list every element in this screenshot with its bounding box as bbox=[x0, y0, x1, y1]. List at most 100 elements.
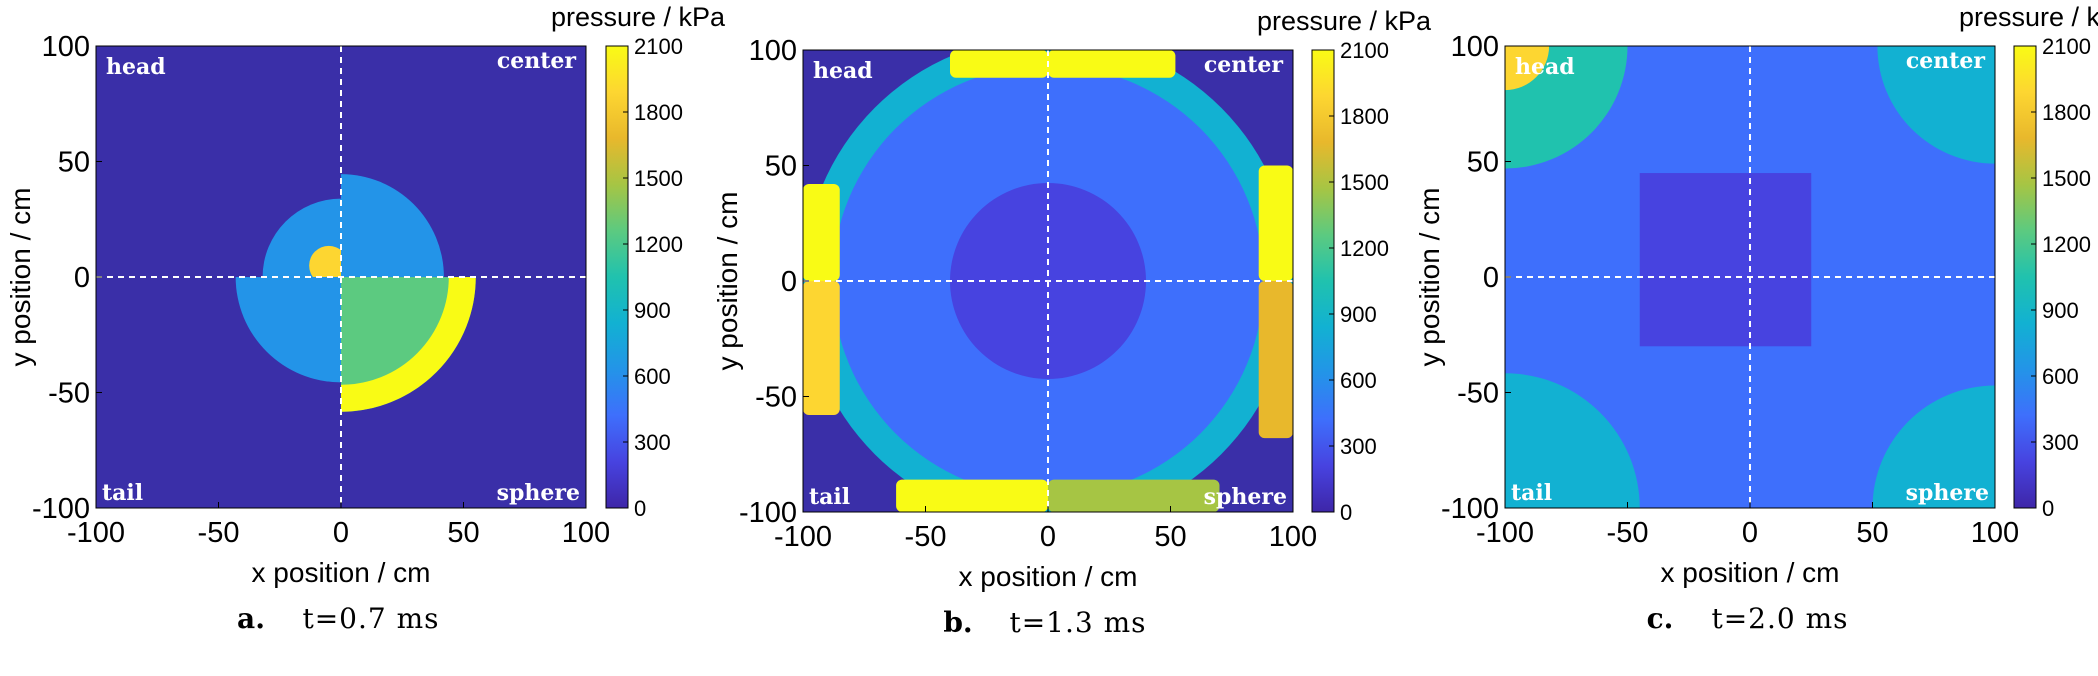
pressure-region-top-right-4 bbox=[1877, 46, 1995, 164]
quadrant-label-top-left: head bbox=[106, 54, 166, 80]
colorbar-tick-label: 1200 bbox=[2042, 232, 2091, 257]
quadrant-label-top-right: center bbox=[1204, 52, 1284, 78]
colorbar-tick-label: 0 bbox=[634, 496, 646, 521]
x-tick-label: -50 bbox=[1607, 517, 1649, 549]
y-tick-label: 50 bbox=[765, 151, 797, 183]
colorbar-tick-label: 600 bbox=[634, 364, 671, 389]
colorbar-tick-label: 2100 bbox=[1340, 38, 1389, 63]
caption-letter: c. bbox=[1647, 602, 1674, 635]
colorbar-tick-label: 1500 bbox=[2042, 166, 2091, 191]
colorbar-tick-label: 600 bbox=[2042, 364, 2079, 389]
caption-time: t=2.0 ms bbox=[1711, 602, 1848, 635]
panel-b: head center tail sphere -100 -50 0 50 100 100 50 0 -… bbox=[712, 6, 1432, 639]
colorbar bbox=[605, 45, 629, 509]
panel-a: head center tail sphere -100 -50 0 50 100 100 50 0 -… bbox=[5, 2, 726, 635]
quadrant-label-top-right: center bbox=[497, 48, 577, 74]
y-tick-label: 100 bbox=[1451, 31, 1499, 63]
colorbar-tick-label: 1500 bbox=[634, 166, 683, 191]
pressure-region-bottom-left-2 bbox=[235, 277, 341, 383]
caption-letter: b. bbox=[943, 606, 972, 639]
y-tick-label: -50 bbox=[755, 382, 797, 414]
quadrant-label-bottom-right: sphere bbox=[1906, 480, 1989, 506]
y-tick-label: 0 bbox=[1483, 262, 1499, 294]
colorbar-tick-label: 900 bbox=[1340, 302, 1377, 327]
y-tick-label: 50 bbox=[1467, 147, 1499, 179]
pressure-region-bottom-right-10 bbox=[1048, 479, 1220, 512]
y-axis-label: y position / cm bbox=[1414, 188, 1445, 367]
pressure-region-bottom-left-5 bbox=[1505, 373, 1640, 508]
quadrant-label-bottom-left: tail bbox=[1511, 480, 1552, 506]
pressure-region-top-left-3 bbox=[950, 50, 1048, 78]
colorbar-title: pressure / kPa bbox=[551, 2, 726, 32]
quadrant-label-top-right: center bbox=[1906, 48, 1986, 74]
panel-c: head center tail sphere -100 -50 0 50 100 100 50 0 -… bbox=[1414, 2, 2098, 635]
x-tick-label: 100 bbox=[562, 517, 610, 549]
y-tick-label: 0 bbox=[781, 266, 797, 298]
x-tick-label: 0 bbox=[333, 517, 349, 549]
y-tick-label: 50 bbox=[58, 147, 90, 179]
colorbar bbox=[2013, 45, 2037, 509]
x-tick-label: 50 bbox=[447, 517, 479, 549]
pressure-region-bottom-left-6 bbox=[803, 281, 840, 415]
x-tick-label: 100 bbox=[1269, 521, 1317, 553]
x-tick-label: -100 bbox=[67, 517, 125, 549]
colorbar-tick-label: 900 bbox=[2042, 298, 2079, 323]
y-tick-label: -50 bbox=[48, 378, 90, 410]
quadrant-label-bottom-left: tail bbox=[102, 480, 143, 506]
pressure-region-all-1 bbox=[1639, 173, 1812, 347]
colorbar-tick-label: 0 bbox=[1340, 500, 1352, 525]
colorbar-tick-label: 600 bbox=[1340, 368, 1377, 393]
quadrant-label-bottom-left: tail bbox=[809, 484, 850, 510]
pressure-region-bottom-left-9 bbox=[896, 479, 1048, 512]
colorbar-tick-label: 900 bbox=[634, 298, 671, 323]
y-tick-label: -50 bbox=[1457, 378, 1499, 410]
x-tick-label: -50 bbox=[198, 517, 240, 549]
colorbar-tick-label: 300 bbox=[2042, 430, 2079, 455]
colorbar bbox=[1311, 49, 1335, 513]
colorbar-tick-label: 1500 bbox=[1340, 170, 1389, 195]
caption-time: t=1.3 ms bbox=[1009, 606, 1146, 639]
colorbar-tick-label: 1800 bbox=[1340, 104, 1389, 129]
quadrant-label-top-left: head bbox=[1515, 54, 1575, 80]
colorbar-tick-label: 2100 bbox=[634, 34, 683, 59]
colorbar-tick-label: 1200 bbox=[1340, 236, 1389, 261]
quadrant-label-bottom-right: sphere bbox=[1204, 484, 1287, 510]
x-tick-label: 0 bbox=[1742, 517, 1758, 549]
y-tick-label: -100 bbox=[739, 497, 797, 529]
pressure-region-bottom-right-3 bbox=[341, 277, 476, 412]
colorbar-tick-label: 2100 bbox=[2042, 34, 2091, 59]
x-tick-label: -100 bbox=[774, 521, 832, 553]
y-tick-label: -100 bbox=[32, 493, 90, 525]
pressure-region-bottom-right-6 bbox=[1872, 385, 1995, 508]
colorbar-tick-label: 1200 bbox=[634, 232, 683, 257]
pressure-region-top-left-5 bbox=[803, 183, 840, 281]
x-tick-label: -50 bbox=[905, 521, 947, 553]
x-tick-label: 50 bbox=[1856, 517, 1888, 549]
pressure-region-top-right-7 bbox=[1258, 165, 1293, 281]
y-tick-label: 100 bbox=[749, 35, 797, 67]
x-axis-label: x position / cm bbox=[252, 557, 431, 588]
x-tick-label: 0 bbox=[1040, 521, 1056, 553]
x-tick-label: -100 bbox=[1476, 517, 1534, 549]
y-tick-label: 0 bbox=[74, 262, 90, 294]
pressure-region-top-right-1 bbox=[341, 174, 444, 277]
caption-time: t=0.7 ms bbox=[302, 602, 439, 635]
x-axis-label: x position / cm bbox=[959, 561, 1138, 592]
colorbar-tick-label: 0 bbox=[2042, 496, 2054, 521]
colorbar-tick-label: 300 bbox=[634, 430, 671, 455]
colorbar-tick-label: 1800 bbox=[634, 100, 683, 125]
quadrant-label-top-left: head bbox=[813, 58, 873, 84]
colorbar-tick-label: 300 bbox=[1340, 434, 1377, 459]
colorbar-title: pressure / kPa bbox=[1959, 2, 2098, 32]
y-axis-label: y position / cm bbox=[712, 192, 743, 371]
x-axis-label: x position / cm bbox=[1661, 557, 1840, 588]
pressure-region-top-left-3 bbox=[1505, 46, 1550, 91]
x-tick-label: 100 bbox=[1971, 517, 2019, 549]
quadrant-label-bottom-right: sphere bbox=[497, 480, 580, 506]
y-tick-label: -100 bbox=[1441, 493, 1499, 525]
x-tick-label: 50 bbox=[1154, 521, 1186, 553]
colorbar-title: pressure / kPa bbox=[1257, 6, 1432, 36]
pressure-region-bottom-right-8 bbox=[1258, 281, 1293, 439]
y-axis-label: y position / cm bbox=[5, 188, 36, 367]
